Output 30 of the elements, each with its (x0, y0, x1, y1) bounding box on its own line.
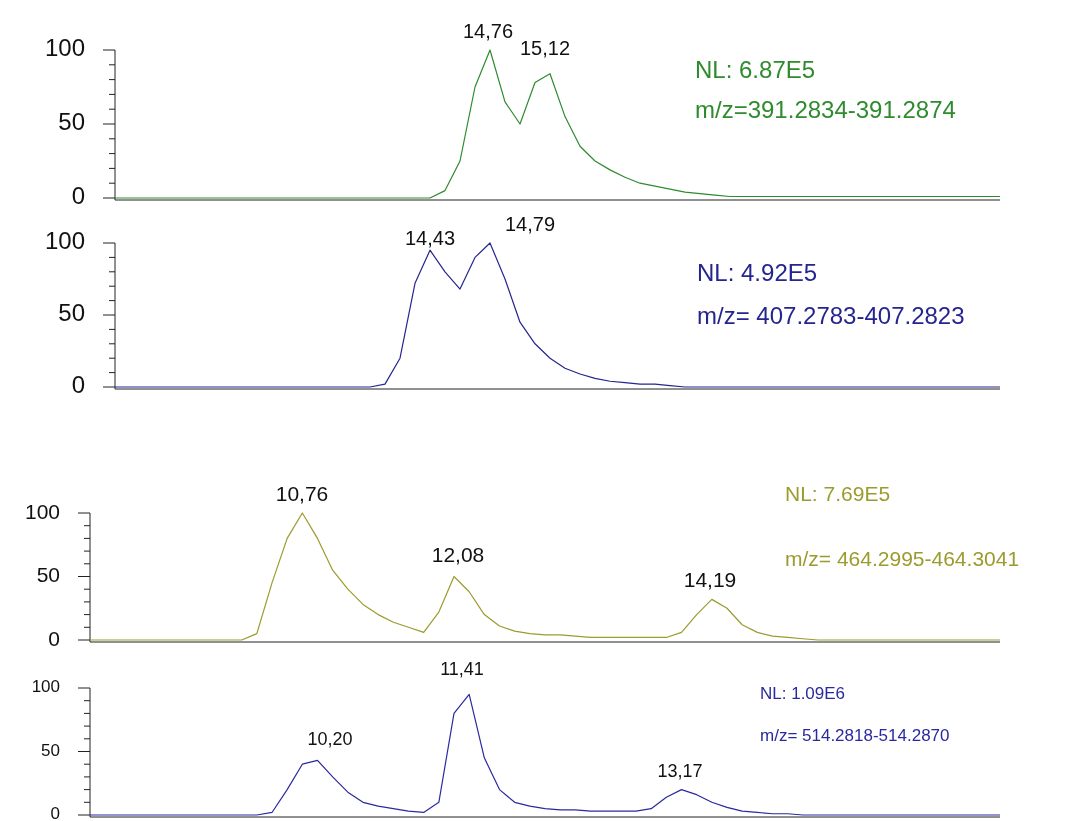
y-tick-label: 0 (50, 804, 60, 821)
text: 14,79 (504, 213, 556, 236)
y-tick-label: 50 (36, 563, 60, 587)
annotation: 10,20 (307, 728, 353, 749)
y-tick-label: 0 (71, 371, 85, 399)
y-tick-label: 100 (44, 34, 85, 62)
y-tick-label: 50 (58, 108, 85, 136)
y-tick-label: 50 (58, 299, 85, 327)
y-tick-label: 100 (24, 499, 60, 523)
text: NL: 7.69E5 (785, 481, 891, 505)
annotation: m/z= 407.2783-407.2823 (697, 302, 965, 330)
annotation: m/z= 464.2995-464.3041 (785, 546, 1020, 570)
y-tick-label: 100 (31, 677, 60, 697)
annotation: 14,43 (404, 227, 456, 250)
annotation: 13,17 (657, 760, 703, 781)
text: 14,76 (462, 20, 514, 43)
annotation: 15,12 (519, 37, 571, 60)
annotation: 12,08 (431, 542, 485, 566)
annotation: NL: 1.09E6 (760, 684, 846, 704)
y-tick-label: 50 (41, 740, 60, 760)
annotation: 14,19 (683, 567, 737, 591)
annotation: m/z=391.2834-391.2874 (695, 96, 956, 124)
annotation: NL: 4.92E5 (697, 259, 818, 287)
y-tick-label: 0 (48, 626, 60, 650)
y-tick-label: 100 (44, 227, 85, 255)
text: 11,41 (440, 658, 484, 679)
y-tick-label: 0 (71, 182, 85, 210)
annotation: m/z= 514.2818-514.2870 (760, 726, 950, 746)
text: 10,76 (275, 481, 329, 505)
annotation: NL: 6.87E5 (695, 56, 816, 84)
